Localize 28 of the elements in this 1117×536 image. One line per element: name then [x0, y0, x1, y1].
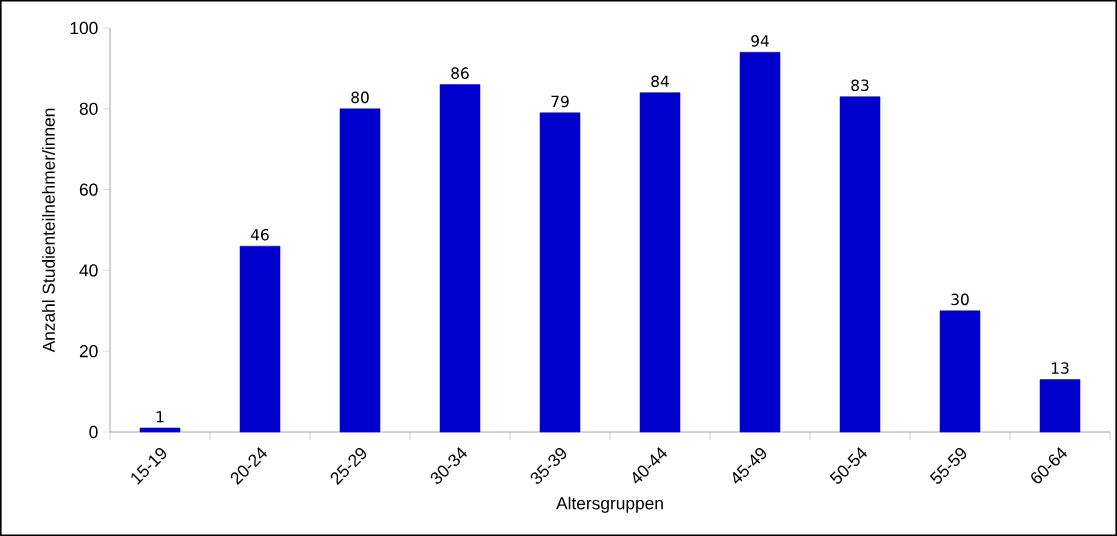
data-label: 1: [156, 411, 164, 423]
bar: [339, 108, 381, 433]
data-label: 30: [951, 293, 969, 306]
data-label: 84: [651, 75, 669, 88]
data-label: 80: [351, 91, 369, 104]
bar: [439, 84, 481, 433]
y-tick-label: 40: [79, 264, 98, 277]
bar: [839, 96, 881, 433]
data-label: 46: [251, 228, 269, 241]
bar: [939, 310, 981, 433]
y-tick-label: 80: [79, 102, 98, 115]
bar: [739, 51, 781, 433]
bar: [1039, 379, 1081, 433]
y-tick-label: 0: [89, 425, 98, 439]
y-tick-label: 60: [79, 183, 98, 196]
data-label: 83: [851, 79, 869, 92]
y-axis-title: Anzahl Studienteilnehmer/innen: [42, 108, 55, 353]
bar: [239, 245, 281, 433]
y-tick-label: 20: [79, 345, 98, 358]
bar: [139, 427, 181, 433]
data-label: 94: [751, 35, 769, 47]
bar: [639, 92, 681, 433]
data-label: 79: [551, 95, 569, 108]
x-axis-title: Altersgruppen: [556, 496, 663, 513]
data-label: 13: [1051, 362, 1069, 374]
y-tick-label: 100: [70, 21, 98, 35]
bar: [539, 112, 581, 433]
data-label: 86: [451, 67, 469, 79]
